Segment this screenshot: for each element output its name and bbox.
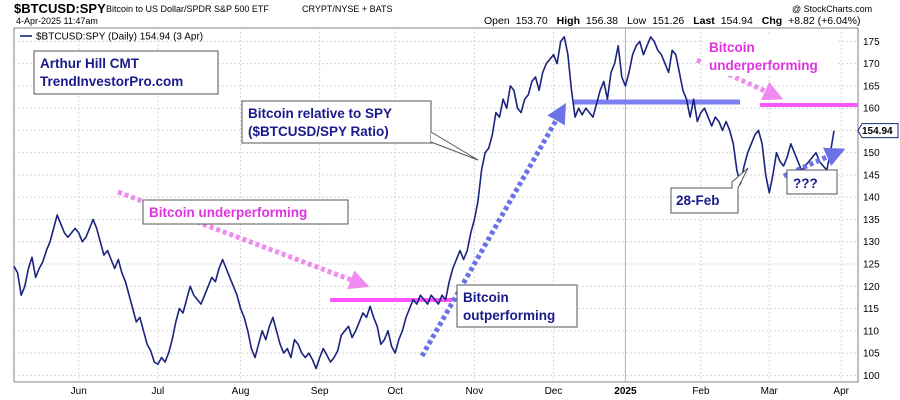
x-tick-label: Oct	[387, 386, 403, 397]
annotation-outperforming: Bitcoin outperforming	[456, 284, 578, 328]
outperforming-line1: Bitcoin	[463, 290, 509, 305]
y-tick-label: 160	[863, 104, 880, 115]
x-tick-label: Mar	[761, 386, 779, 397]
open-label: Open	[484, 15, 510, 27]
last-label: Last	[693, 15, 715, 27]
x-tick-label: Apr	[833, 386, 849, 397]
author-name: Arthur Hill CMT	[40, 56, 140, 71]
last-value-label: 154.94	[862, 126, 893, 137]
series-line-btcusd-spy	[13, 36, 835, 370]
chg-label: Chg	[762, 15, 782, 27]
ohlc-readout: Open 153.70 High 156.38 Low 151.26 Last …	[484, 15, 860, 27]
x-tick-label: Dec	[545, 386, 563, 397]
y-tick-label: 170	[863, 59, 880, 70]
annotation-underperforming-right: Bitcoin underperforming	[703, 36, 836, 76]
underperforming-right-line2: underperforming	[709, 58, 818, 73]
trend-arrow-outperform	[419, 103, 566, 358]
x-tick-label: Jul	[151, 386, 164, 397]
y-tick-label: 130	[863, 237, 880, 248]
chart-description: Bitcoin to US Dollar/SPDR S&P 500 ETF	[106, 4, 269, 14]
x-tick-label: Jun	[71, 386, 87, 397]
high-value: 156.38	[586, 15, 618, 27]
annotation-underperforming-left: Bitcoin underperforming	[142, 199, 349, 225]
x-tick-label: Aug	[232, 386, 250, 397]
underperforming-right-line1: Bitcoin	[709, 40, 755, 55]
x-tick-label: Sep	[311, 386, 329, 397]
chart-timestamp: 4-Apr-2025 11:47am	[16, 16, 98, 26]
y-tick-label: 125	[863, 260, 880, 271]
x-tick-label: 2025	[614, 386, 637, 397]
chart-symbol: $BTCUSD:SPY	[14, 1, 106, 16]
high-label: High	[557, 15, 580, 27]
annotation-question: ???	[786, 169, 838, 195]
y-tick-label: 115	[863, 304, 879, 315]
feb28-label: 28-Feb	[676, 193, 720, 208]
relative-title: Bitcoin relative to SPY	[248, 106, 392, 121]
outperforming-line2: outperforming	[463, 308, 555, 323]
y-axis: 1001051101151201251301351401451501551601…	[863, 37, 880, 382]
y-tick-label: 100	[863, 371, 880, 382]
x-axis: Jun Jul Aug Sep Oct Nov Dec 2025 Feb Mar Apr	[71, 386, 850, 397]
low-value: 151.26	[652, 15, 684, 27]
y-tick-label: 135	[863, 215, 880, 226]
y-tick-label: 120	[863, 282, 880, 293]
x-tick-label: Nov	[465, 386, 483, 397]
y-tick-label: 140	[863, 193, 880, 204]
y-tick-label: 150	[863, 148, 880, 159]
y-tick-label: 165	[863, 81, 880, 92]
y-tick-label: 110	[863, 326, 879, 337]
x-tick-label: Feb	[692, 386, 710, 397]
relative-subtitle: ($BTCUSD/SPY Ratio)	[248, 124, 389, 139]
last-value: 154.94	[721, 15, 753, 27]
legend: $BTCUSD:SPY (Daily) 154.94 (3 Apr)	[20, 32, 203, 43]
y-tick-label: 175	[863, 37, 880, 48]
annotation-author: Arthur Hill CMT TrendInvestorPro.com	[33, 50, 219, 95]
chart-exchange: CRYPT/NYSE + BATS	[302, 4, 392, 14]
annotation-feb28: 28-Feb	[670, 167, 749, 214]
underperforming-left-label: Bitcoin underperforming	[149, 205, 307, 220]
chart-credit: @ StockCharts.com	[792, 4, 872, 14]
y-tick-label: 105	[863, 349, 880, 360]
last-value-marker: 154.94	[857, 123, 899, 139]
annotation-relative-callout: Bitcoin relative to SPY ($BTCUSD/SPY Rat…	[241, 100, 479, 161]
y-tick-label: 145	[863, 170, 880, 181]
legend-label: $BTCUSD:SPY (Daily) 154.94 (3 Apr)	[36, 32, 203, 43]
question-label: ???	[793, 176, 818, 191]
author-site: TrendInvestorPro.com	[40, 74, 183, 89]
open-value: 153.70	[516, 15, 548, 27]
chg-value: +8.82 (+6.04%)	[788, 15, 860, 27]
low-label: Low	[627, 15, 647, 27]
